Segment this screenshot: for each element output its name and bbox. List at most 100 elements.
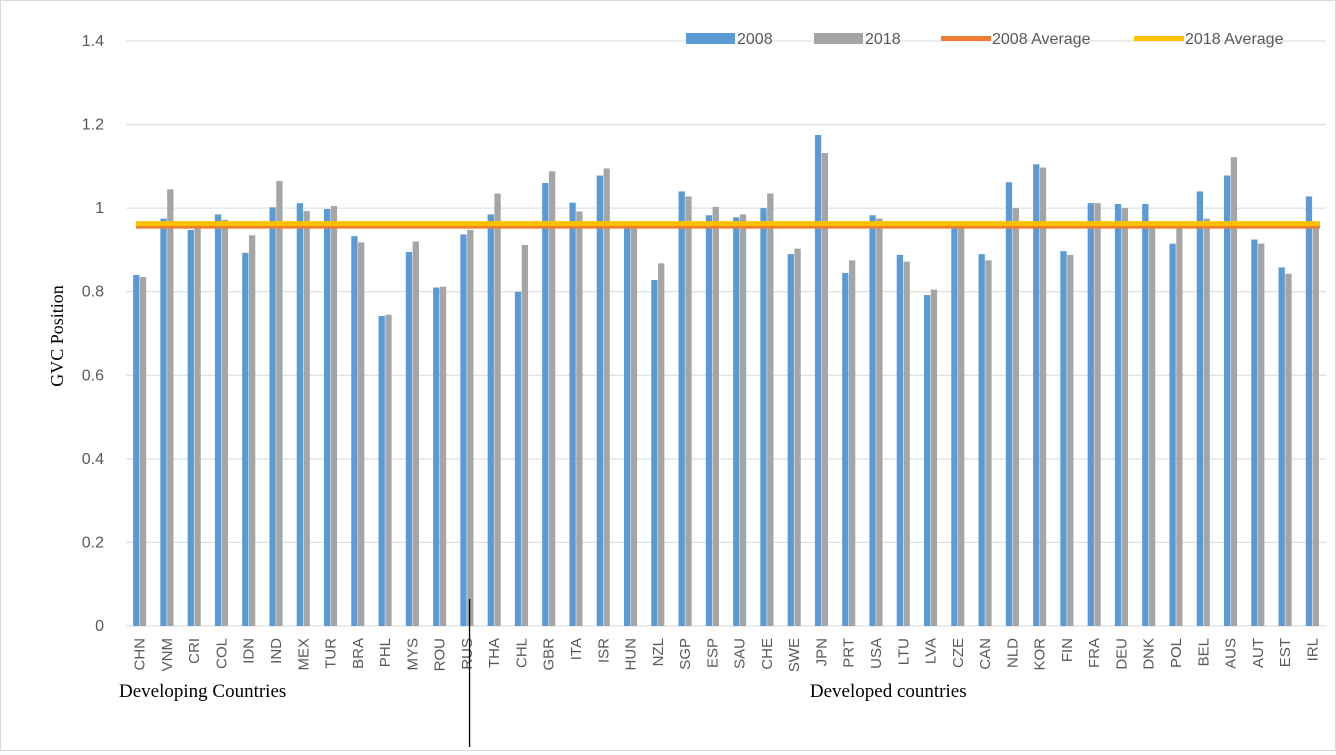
bar-2008-vnm: [160, 218, 167, 626]
y-tick-label: 0.8: [82, 284, 104, 301]
x-tick-label-swe: SWE: [786, 638, 803, 672]
bar-2018-prt: [848, 260, 856, 627]
x-tick-label-fra: FRA: [1086, 638, 1103, 668]
x-tick-label-rou: ROU: [432, 638, 449, 671]
legend-label-2018-average: 2018 Average: [1185, 31, 1284, 48]
bar-2008-tur: [324, 208, 331, 627]
bar-2018-vnm: [167, 189, 174, 626]
bar-2018-sgp: [685, 196, 692, 626]
bar-2008-usa: [869, 215, 876, 626]
bar-2018-cri: [194, 225, 201, 626]
x-tick-label-dnk: DNK: [1141, 638, 1158, 670]
x-tick-label-tha: THA: [486, 638, 503, 668]
x-tick-label-aus: AUS: [1223, 638, 1240, 669]
bar-2018-mys: [412, 241, 419, 626]
x-tick-label-aut: AUT: [1250, 638, 1267, 668]
bar-2018-irl: [1312, 225, 1319, 626]
x-tick-labels: CHN VNM CRI COL IDN IND MEX TUR BRA PHL MYS ROU RUS T…: [132, 638, 1322, 672]
legend-label-2008: 2008: [737, 31, 773, 48]
bar-2008-ita: [569, 202, 576, 626]
bar-2008-rus: [460, 234, 467, 626]
x-tick-label-irl: IRL: [1304, 638, 1321, 661]
bar-2008-phl: [378, 315, 385, 626]
x-tick-label-ltu: LTU: [895, 638, 912, 665]
bar-2018-dnk: [1148, 225, 1156, 626]
y-tick-label: 1.2: [82, 117, 104, 134]
y-tick-label: 1: [95, 200, 104, 217]
bar-2008-nzl: [651, 280, 658, 626]
bar-2008-swe: [787, 254, 794, 627]
bar-2008-rou: [433, 287, 440, 626]
x-tick-label-tur: TUR: [323, 638, 340, 669]
x-tick-label-cze: CZE: [950, 638, 967, 668]
x-tick-label-can: CAN: [977, 638, 994, 670]
bar-2008-est: [1278, 267, 1285, 626]
bar-2018-ita: [576, 211, 583, 627]
bar-2008-kor: [1033, 164, 1040, 626]
bar-2008-deu: [1114, 203, 1122, 626]
bar-2018-bel: [1203, 218, 1210, 626]
x-tick-label-sgp: SGP: [677, 638, 694, 670]
x-tick-label-est: EST: [1277, 638, 1294, 667]
legend-swatch-2008: [686, 33, 735, 44]
x-tick-label-ind: IND: [268, 638, 285, 664]
bar-2018-fin: [1067, 254, 1074, 626]
bar-2018-isr: [603, 168, 610, 626]
x-tick-label-idn: IDN: [241, 638, 258, 664]
x-tick-label-phl: PHL: [377, 638, 394, 667]
bar-2018-phl: [385, 314, 392, 626]
bars: [133, 135, 1319, 627]
legend: 2008 2018 2008 Average 2018 Average: [686, 31, 1284, 48]
bar-2018-deu: [1121, 208, 1128, 626]
bar-2018-chn: [139, 277, 147, 626]
bar-2018-col: [221, 219, 228, 626]
bar-2008-ind: [269, 207, 276, 626]
group-labels: Developing Countries Developed countries: [119, 681, 967, 702]
x-tick-label-fin: FIN: [1059, 638, 1076, 662]
x-tick-label-isr: ISR: [595, 638, 612, 663]
y-tick-labels: 0 0.2 0.4 0.6 0.8 1 1.2 1.4: [82, 33, 104, 635]
bar-2018-aus: [1230, 157, 1238, 626]
bar-2008-lva: [924, 295, 931, 626]
bar-2018-swe: [794, 248, 801, 626]
bar-2008-chn: [133, 275, 140, 626]
bar-2008-can: [978, 254, 985, 627]
bar-2018-jpn: [821, 152, 828, 627]
bar-2008-chl: [514, 291, 522, 626]
bar-2018-kor: [1039, 167, 1047, 627]
legend-label-2008-average: 2008 Average: [992, 31, 1091, 48]
average-lines: [136, 221, 1320, 229]
bar-2008-cri: [187, 229, 194, 626]
x-tick-label-chn: CHN: [132, 638, 149, 671]
y-tick-label: 0.4: [82, 451, 104, 468]
legend-swatch-2018: [814, 33, 863, 44]
x-tick-label-bra: BRA: [350, 638, 367, 669]
group-label-developed-countries: Developed countries: [810, 681, 967, 702]
y-tick-label: 0.6: [82, 367, 104, 384]
x-tick-label-col: COL: [213, 638, 230, 669]
x-tick-label-hun: HUN: [623, 638, 640, 671]
bar-2018-rus: [467, 229, 474, 626]
x-tick-label-chl: CHL: [513, 638, 530, 668]
bar-2018-idn: [248, 235, 256, 627]
bar-2008-cze: [951, 224, 958, 626]
legend-label-2018: 2018: [865, 31, 901, 48]
x-tick-label-vnm: VNM: [159, 638, 176, 671]
y-tick-label: 0.2: [82, 534, 104, 551]
bar-2008-idn: [242, 252, 249, 626]
bar-2008-fin: [1060, 251, 1067, 626]
x-tick-label-cri: CRI: [186, 638, 203, 664]
bar-2008-mys: [405, 252, 413, 626]
bar-2008-mex: [296, 203, 304, 626]
bar-2008-isr: [596, 175, 604, 627]
bar-2018-ind: [276, 180, 283, 627]
x-tick-label-lva: LVA: [923, 638, 940, 664]
bar-2018-gbr: [548, 171, 556, 626]
x-tick-label-nzl: NZL: [650, 638, 667, 666]
x-tick-label-prt: PRT: [841, 638, 858, 668]
bar-2008-esp: [705, 215, 713, 626]
x-tick-label-jpn: JPN: [813, 638, 830, 666]
bar-2018-fra: [1094, 203, 1101, 626]
bar-2018-usa: [876, 218, 883, 626]
